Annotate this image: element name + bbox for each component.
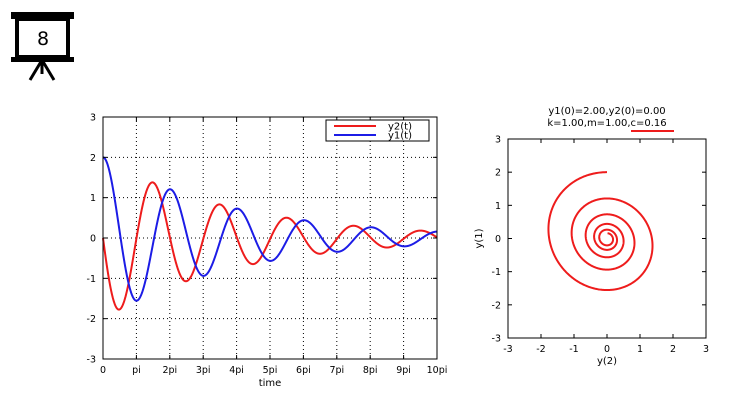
x-tick-label: 0 [100,365,106,376]
chart-title-line-2: k=1.00,m=1.00,c=0.16 [547,118,666,129]
x-tick-label: -3 [503,344,512,355]
x-axis-label: time [259,378,282,389]
y-axis-label: y(1) [474,228,485,248]
y-tick-label: -1 [492,267,501,278]
y-tick-label: -2 [492,300,501,311]
x-tick-label: 3pi [196,365,211,376]
y-tick-label: 3 [495,135,501,146]
x-tick-label: 8pi [363,365,378,376]
x-tick-label: pi [132,365,141,376]
y-tick-label: -3 [87,355,96,366]
legend-box [325,119,430,142]
tick-labels: 0 pi 2pi 3pi 4pi 5pi 6pi 7pi 8pi 9pi 10pi -3 -2 -1 0 1 2… [87,113,448,377]
y-tick-label: -1 [87,274,96,285]
plot-frame [507,138,707,339]
x-tick-label: 4pi [229,365,244,376]
y-tick-label: 0 [495,234,501,245]
legend-label-y2: y2(t) [388,122,412,133]
x-tick-label: -1 [569,344,578,355]
legend: y2(t) y1(t) [325,119,430,142]
legend-label-y1: y1(t) [388,131,412,142]
presentation-board-icon: 8 [11,12,74,81]
x-tick-label: 1 [637,344,643,355]
x-axis-label: y(2) [597,356,617,367]
x-tick-label: 5pi [263,365,278,376]
y-tick-label: -3 [492,334,501,345]
x-tick-label: 10pi [427,365,448,376]
x-tick-label: 0 [604,344,610,355]
chart-title-line-1: y1(0)=2.00,y2(0)=0.00 [548,106,665,117]
series-line-y1 [102,156,438,302]
y-tick-label: 1 [90,193,96,204]
time-series-chart: 0 pi 2pi 3pi 4pi 5pi 6pi 7pi 8pi 9pi 10pi -3 -2 -1 0 1 2… [87,113,448,390]
y-tick-label: 1 [495,201,501,212]
y-tick-label: 3 [90,113,96,124]
phase-portrait-chart: y1(0)=2.00,y2(0)=0.00 k=1.00,m=1.00,c=0.… [474,106,709,367]
x-tick-label: 9pi [396,365,411,376]
x-tick-label: 3 [703,344,709,355]
x-tick-label: 2pi [162,365,177,376]
x-tick-label: 2 [670,344,676,355]
y-tick-label: -2 [87,314,96,325]
y-tick-label: 2 [495,168,501,179]
series-line-y2 [102,181,438,311]
y-tick-label: 2 [90,153,96,164]
x-tick-label: -2 [536,344,545,355]
series-lines [547,171,654,292]
y-tick-label: 0 [90,234,96,245]
x-tick-label: 7pi [329,365,344,376]
x-tick-label: 6pi [296,365,311,376]
tick-labels: -3 -2 -1 0 1 2 3 -3 -2 -1 0 1 2 3 [492,135,710,356]
phase-spiral-line [547,171,654,292]
series-lines [102,156,438,311]
slide-number: 8 [37,28,49,50]
